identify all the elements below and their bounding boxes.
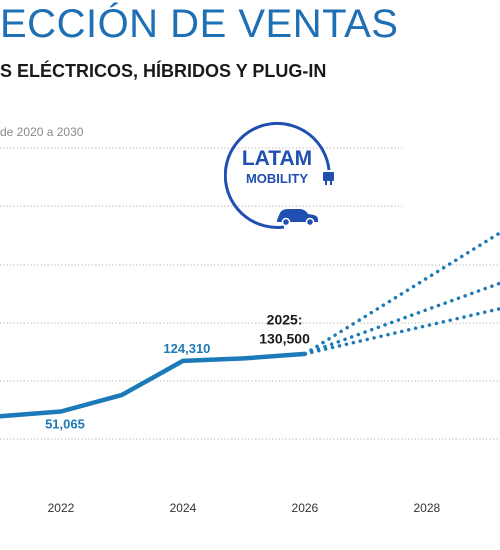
latam-mobility-logo: LATAM MOBILITY [224,121,334,229]
label-layer: 51,065 124,310 2025: 130,500 [45,312,310,432]
car-icon [277,209,318,227]
projection-line-2 [303,281,500,356]
logo-line1: LATAM [242,147,312,170]
projection-line-1 [303,231,500,356]
annotation-year: 2025: [267,312,303,328]
annotation-value: 130,500 [259,331,310,347]
chart-title: ECCIÓN DE VENTAS [0,2,399,46]
x-axis-ticks: 2022 2024 2026 2028 [48,501,441,515]
period-note: de 2020 a 2030 [0,125,84,139]
x-tick-label: 2026 [292,501,319,515]
x-tick-label: 2024 [170,501,197,515]
chart-subtitle: S ELÉCTRICOS, HÍBRIDOS Y PLUG-IN [0,61,327,81]
projection-line-3 [303,306,500,356]
plug-icon [323,172,334,185]
x-tick-label: 2022 [48,501,75,515]
actual-sales-line [0,351,308,419]
logo-ring [224,121,331,229]
data-label: 124,310 [163,341,210,356]
logo-line2: MOBILITY [246,171,308,186]
x-tick-label: 2028 [413,501,440,515]
series-layer [0,231,500,419]
grid-layer [0,147,500,440]
data-label: 51,065 [45,416,85,431]
